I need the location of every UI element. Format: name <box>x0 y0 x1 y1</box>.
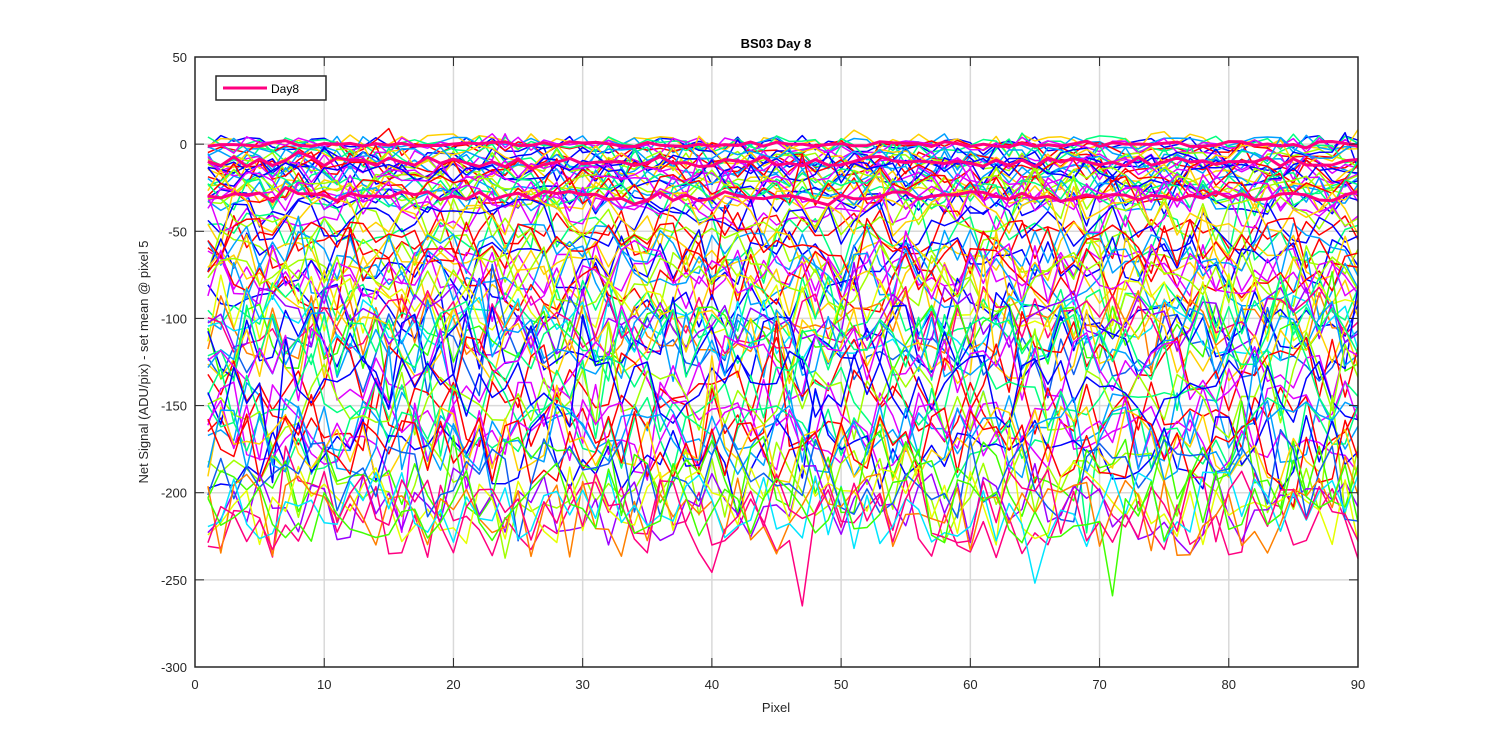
y-tick-label: -300 <box>161 660 187 675</box>
y-tick-label: 0 <box>180 137 187 152</box>
legend-label-day8: Day8 <box>271 82 299 96</box>
series-line-day8 <box>207 185 1359 207</box>
axes-box <box>194 56 1359 668</box>
x-axis-label: Pixel <box>762 700 790 715</box>
series-line <box>207 204 1359 301</box>
series-line <box>207 314 1359 484</box>
x-tick-label: 80 <box>1222 677 1236 692</box>
series-line <box>207 247 1359 342</box>
series-line <box>207 448 1359 597</box>
y-tick-label: 50 <box>173 50 187 65</box>
series-line <box>207 388 1359 518</box>
series-line <box>207 469 1359 574</box>
series-line <box>207 133 1359 155</box>
series-line <box>207 261 1359 356</box>
x-tick-label: 90 <box>1351 677 1365 692</box>
x-tick-label: 50 <box>834 677 848 692</box>
series-line <box>207 242 1359 323</box>
series-group <box>207 127 1359 607</box>
x-tick-label: 40 <box>705 677 719 692</box>
y-axis-label: Net Signal (ADU/pix) - set mean @ pixel … <box>136 241 151 484</box>
series-line <box>207 471 1359 584</box>
series-line <box>207 455 1359 558</box>
series-line <box>207 227 1359 320</box>
day8-series-group <box>207 139 1359 207</box>
series-line <box>207 198 1359 258</box>
series-line <box>207 230 1359 306</box>
x-tick-label: 30 <box>575 677 589 692</box>
x-tick-label: 0 <box>191 677 198 692</box>
series-line-day8 <box>207 139 1359 150</box>
series-line <box>207 156 1359 186</box>
y-ticks: -300 -250 -200 -150 -100 -50 0 50 <box>161 50 1358 675</box>
series-line <box>207 345 1359 481</box>
series-line <box>207 168 1359 248</box>
x-tick-label: 10 <box>317 677 331 692</box>
legend: Day8 <box>215 75 327 101</box>
y-tick-label: -50 <box>168 224 187 239</box>
series-line <box>207 445 1359 607</box>
series-line <box>207 320 1359 471</box>
chart-title: BS03 Day 8 <box>741 36 812 51</box>
series-line <box>207 394 1359 559</box>
series-line-day8 <box>207 150 1359 171</box>
series-line <box>207 157 1359 199</box>
x-ticks: 0 10 20 30 40 50 60 70 80 90 <box>191 57 1365 692</box>
series-line <box>207 233 1359 339</box>
y-tick-label: -200 <box>161 486 187 501</box>
x-tick-label: 20 <box>446 677 460 692</box>
series-line <box>207 393 1359 508</box>
y-tick-label: -100 <box>161 311 187 326</box>
series-line <box>207 163 1359 205</box>
y-tick-label: -250 <box>161 573 187 588</box>
y-tick-label: -150 <box>161 399 187 414</box>
series-line <box>207 279 1359 399</box>
series-line <box>207 426 1359 546</box>
series-line <box>207 462 1359 555</box>
x-tick-label: 60 <box>963 677 977 692</box>
series-line <box>207 289 1359 374</box>
series-line <box>207 173 1359 234</box>
series-line <box>207 322 1359 448</box>
series-line <box>207 167 1359 213</box>
x-tick-label: 70 <box>1092 677 1106 692</box>
